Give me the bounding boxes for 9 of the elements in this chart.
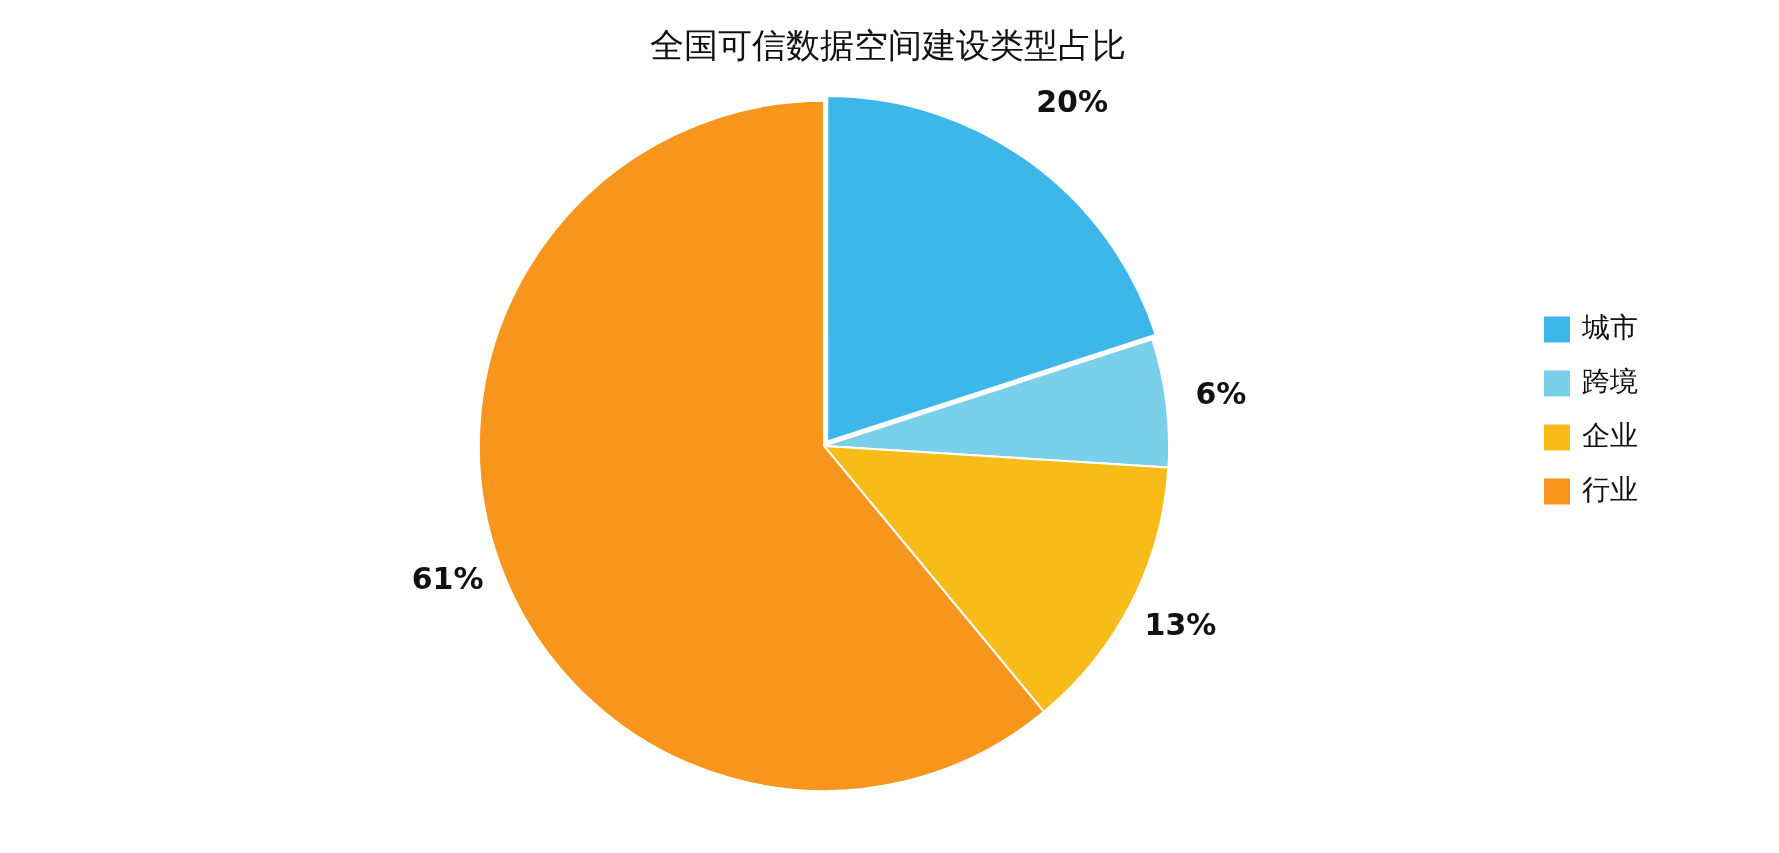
legend-label: 行业	[1582, 472, 1638, 506]
legend-label: 企业	[1582, 418, 1638, 452]
data-label: 13%	[1144, 607, 1217, 643]
legend-label: 跨境	[1582, 364, 1638, 398]
data-label: 6%	[1195, 375, 1247, 411]
data-label: 61%	[411, 561, 484, 597]
data-label: 20%	[1036, 84, 1109, 120]
chart-title: 全国可信数据空间建设类型占比	[650, 25, 1126, 66]
legend-label: 城市	[1581, 310, 1638, 344]
